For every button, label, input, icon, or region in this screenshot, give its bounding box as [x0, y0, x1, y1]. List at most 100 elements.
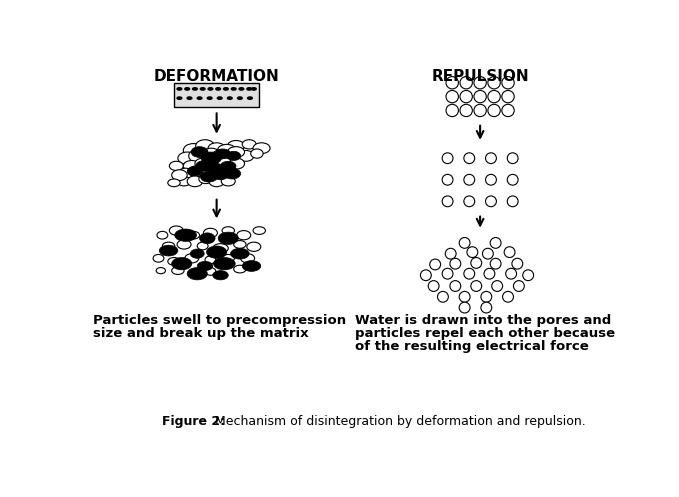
- Ellipse shape: [488, 77, 500, 89]
- Ellipse shape: [213, 170, 228, 180]
- Text: Figure 2:: Figure 2:: [162, 415, 225, 428]
- Ellipse shape: [234, 265, 246, 273]
- Ellipse shape: [459, 238, 470, 248]
- Ellipse shape: [200, 233, 215, 244]
- Ellipse shape: [184, 87, 190, 91]
- Ellipse shape: [442, 174, 453, 185]
- Ellipse shape: [247, 242, 261, 251]
- Ellipse shape: [474, 77, 486, 89]
- Ellipse shape: [187, 166, 202, 176]
- Ellipse shape: [227, 147, 244, 158]
- Ellipse shape: [242, 260, 261, 271]
- Ellipse shape: [459, 302, 470, 313]
- Ellipse shape: [464, 268, 475, 279]
- Ellipse shape: [467, 247, 478, 257]
- Ellipse shape: [156, 267, 166, 274]
- Text: Mechanism of disintegration by deformation and repulsion.: Mechanism of disintegration by deformati…: [211, 415, 586, 428]
- Ellipse shape: [485, 174, 496, 185]
- Ellipse shape: [202, 148, 220, 159]
- Ellipse shape: [460, 90, 473, 103]
- Ellipse shape: [198, 261, 213, 271]
- Ellipse shape: [153, 254, 164, 262]
- Ellipse shape: [201, 152, 221, 165]
- Ellipse shape: [157, 231, 168, 239]
- Ellipse shape: [200, 168, 215, 179]
- Ellipse shape: [189, 149, 209, 163]
- Ellipse shape: [217, 96, 223, 100]
- Ellipse shape: [450, 281, 461, 291]
- Ellipse shape: [187, 96, 193, 100]
- Ellipse shape: [512, 258, 523, 269]
- Bar: [174, 83, 259, 107]
- Ellipse shape: [213, 271, 228, 280]
- Ellipse shape: [223, 87, 229, 91]
- Ellipse shape: [200, 87, 206, 91]
- Ellipse shape: [209, 176, 224, 187]
- Ellipse shape: [437, 291, 448, 302]
- Text: of the resulting electrical force: of the resulting electrical force: [354, 340, 588, 353]
- Ellipse shape: [253, 227, 265, 235]
- Ellipse shape: [222, 227, 234, 235]
- Ellipse shape: [187, 176, 202, 187]
- Ellipse shape: [196, 140, 215, 152]
- Ellipse shape: [507, 153, 518, 164]
- Ellipse shape: [238, 87, 244, 91]
- Ellipse shape: [523, 270, 534, 281]
- Ellipse shape: [237, 231, 251, 240]
- Ellipse shape: [205, 267, 216, 275]
- Ellipse shape: [221, 166, 237, 176]
- Ellipse shape: [420, 270, 431, 281]
- Ellipse shape: [446, 104, 458, 117]
- Ellipse shape: [231, 87, 237, 91]
- Ellipse shape: [198, 242, 208, 250]
- Ellipse shape: [506, 268, 517, 279]
- Ellipse shape: [207, 87, 213, 91]
- Ellipse shape: [507, 196, 518, 207]
- Ellipse shape: [492, 281, 502, 291]
- Ellipse shape: [222, 254, 234, 262]
- Ellipse shape: [504, 247, 515, 257]
- Ellipse shape: [191, 147, 208, 158]
- Ellipse shape: [185, 253, 199, 263]
- Ellipse shape: [464, 153, 475, 164]
- Ellipse shape: [160, 245, 178, 256]
- Ellipse shape: [242, 140, 256, 149]
- Ellipse shape: [481, 302, 492, 313]
- Ellipse shape: [428, 281, 439, 291]
- Ellipse shape: [229, 158, 244, 169]
- Ellipse shape: [227, 141, 244, 151]
- Ellipse shape: [210, 168, 227, 179]
- Ellipse shape: [231, 248, 249, 259]
- Ellipse shape: [208, 164, 225, 174]
- Text: Water is drawn into the pores and: Water is drawn into the pores and: [354, 314, 611, 327]
- Ellipse shape: [471, 257, 481, 268]
- Ellipse shape: [215, 149, 231, 158]
- Ellipse shape: [213, 244, 228, 253]
- Ellipse shape: [217, 144, 236, 157]
- Ellipse shape: [471, 281, 481, 291]
- Text: Particles swell to precompression: Particles swell to precompression: [92, 314, 346, 327]
- Ellipse shape: [464, 174, 475, 185]
- Ellipse shape: [192, 87, 198, 91]
- Ellipse shape: [483, 248, 494, 259]
- Ellipse shape: [227, 151, 240, 161]
- Ellipse shape: [168, 257, 180, 265]
- Ellipse shape: [212, 150, 231, 162]
- Ellipse shape: [224, 153, 240, 164]
- Ellipse shape: [177, 87, 183, 91]
- Ellipse shape: [195, 158, 210, 169]
- Ellipse shape: [187, 267, 207, 280]
- Ellipse shape: [196, 161, 215, 171]
- Ellipse shape: [502, 77, 514, 89]
- Ellipse shape: [183, 161, 200, 171]
- Ellipse shape: [490, 258, 501, 269]
- Ellipse shape: [215, 87, 221, 91]
- Ellipse shape: [187, 231, 200, 239]
- Ellipse shape: [240, 253, 255, 263]
- Ellipse shape: [183, 144, 204, 158]
- Ellipse shape: [169, 162, 183, 170]
- Ellipse shape: [213, 257, 235, 270]
- Ellipse shape: [175, 229, 196, 242]
- Ellipse shape: [199, 174, 213, 183]
- Ellipse shape: [204, 228, 217, 238]
